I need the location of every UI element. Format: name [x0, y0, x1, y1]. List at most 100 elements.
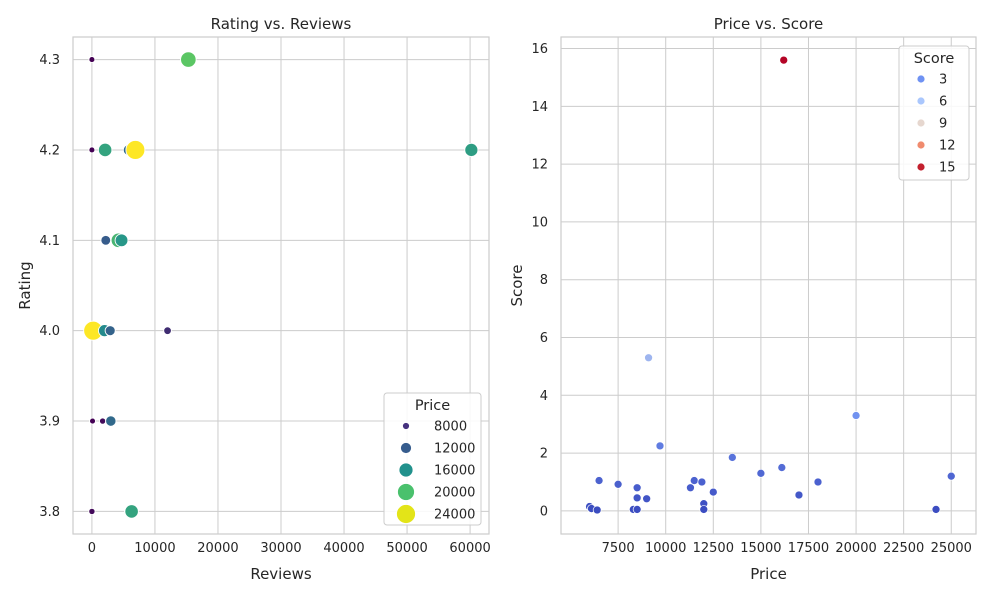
y-tick-labels: 3.8 3.9 4.0 4.1 4.2 4.3 — [39, 53, 60, 520]
y-axis-label: Score — [508, 264, 526, 306]
x-tick-label: 22500 — [883, 541, 924, 556]
legend-marker — [916, 74, 926, 84]
data-point — [686, 483, 695, 493]
y-tick-label: 6 — [540, 331, 548, 346]
chart-title: Price vs. Score — [714, 15, 824, 33]
legend-title: Score — [914, 51, 955, 67]
y-tick-label: 10 — [531, 215, 548, 230]
data-point — [163, 326, 172, 335]
data-point — [632, 493, 642, 503]
data-point — [97, 142, 113, 158]
chart-title: Rating vs. Reviews — [211, 15, 352, 33]
data-point — [931, 505, 941, 514]
legend-marker — [396, 504, 416, 524]
x-tick-label: 12500 — [693, 541, 734, 556]
legend-marker — [916, 162, 926, 172]
y-tick-label: 2 — [540, 447, 548, 462]
legend-title: Price — [415, 398, 450, 414]
legend-marker — [916, 140, 926, 150]
data-point — [689, 476, 699, 485]
legend-marker — [400, 442, 412, 454]
x-axis-label: Price — [750, 565, 787, 583]
legend-entries: 3 6 9 12 15 — [916, 73, 956, 176]
scatter-points — [83, 51, 479, 519]
y-tick-label: 16 — [531, 42, 548, 57]
legend-label: 15 — [939, 161, 956, 176]
data-point — [727, 453, 737, 462]
data-point — [779, 55, 789, 65]
data-point — [813, 477, 823, 487]
x-tick-label: 20000 — [835, 541, 876, 556]
data-point — [125, 140, 146, 160]
legend-marker — [398, 462, 414, 478]
legend-label: 8000 — [434, 420, 467, 435]
data-point — [613, 479, 623, 489]
legend-marker — [402, 422, 410, 430]
x-tick-label: 17500 — [788, 541, 829, 556]
data-point — [99, 417, 107, 425]
data-point — [794, 490, 804, 500]
legend-entries: 8000 12000 16000 20000 24000 — [396, 420, 475, 524]
data-point — [100, 234, 112, 246]
x-tick-label: 30000 — [260, 541, 301, 556]
legend: Score 3 6 9 12 15 — [898, 45, 970, 181]
legend-marker — [397, 483, 415, 501]
legend-marker — [916, 118, 926, 128]
x-tick-labels: 0 10000 20000 30000 40000 50000 60000 — [88, 541, 491, 556]
x-tick-label: 50000 — [386, 541, 427, 556]
price-vs-score-panel: 7500 10000 12500 15000 17500 20000 22500 25000 … — [508, 15, 977, 583]
plot-frame — [72, 36, 490, 535]
data-point — [594, 476, 604, 485]
data-point — [114, 233, 129, 248]
data-point — [708, 487, 718, 497]
data-point — [644, 353, 653, 363]
y-tick-label: 4.0 — [39, 324, 60, 339]
data-point — [180, 51, 197, 68]
x-tick-label: 25000 — [931, 541, 972, 556]
y-tick-label: 3.9 — [39, 415, 60, 430]
y-tick-label: 3.8 — [39, 505, 60, 520]
data-point — [851, 411, 861, 420]
x-tick-label: 60000 — [449, 541, 490, 556]
y-axis-label: Rating — [16, 261, 34, 309]
data-point — [697, 477, 707, 487]
legend-label: 20000 — [434, 486, 475, 501]
x-tick-label: 20000 — [197, 541, 238, 556]
legend-label: 6 — [939, 95, 947, 110]
data-point — [105, 415, 117, 427]
data-point — [88, 507, 96, 516]
legend-label: 3 — [939, 73, 947, 88]
legend-label: 12 — [939, 139, 956, 154]
data-point — [88, 146, 96, 154]
legend-label: 16000 — [434, 464, 475, 479]
data-point — [642, 494, 652, 504]
y-tick-label: 12 — [531, 158, 548, 173]
legend: Price 8000 12000 16000 20000 24000 — [383, 392, 482, 526]
data-point — [655, 441, 665, 451]
x-tick-label: 0 — [88, 541, 96, 556]
y-tick-label: 4.2 — [39, 143, 60, 158]
plot-frame — [560, 36, 977, 535]
y-tick-labels: 0 2 4 6 8 10 12 14 16 — [531, 42, 548, 519]
y-tick-label: 4.3 — [39, 53, 60, 68]
x-axis-label: Reviews — [250, 565, 312, 583]
data-point — [592, 505, 602, 515]
x-tick-label: 10000 — [134, 541, 175, 556]
y-tick-label: 4 — [540, 389, 548, 404]
legend-box — [898, 45, 970, 181]
scatter-points — [585, 55, 956, 515]
data-point — [88, 56, 96, 64]
x-tick-label: 15000 — [740, 541, 781, 556]
data-point — [777, 463, 787, 472]
y-tick-label: 14 — [531, 100, 548, 115]
data-point — [632, 483, 642, 493]
data-point — [756, 468, 766, 478]
legend-label: 9 — [939, 117, 947, 132]
data-point — [89, 417, 96, 425]
x-tick-label: 7500 — [602, 541, 635, 556]
x-tick-labels: 7500 10000 12500 15000 17500 20000 22500 25000 — [602, 541, 972, 556]
y-tick-label: 8 — [540, 273, 548, 288]
data-point — [699, 505, 709, 514]
x-tick-label: 40000 — [323, 541, 364, 556]
